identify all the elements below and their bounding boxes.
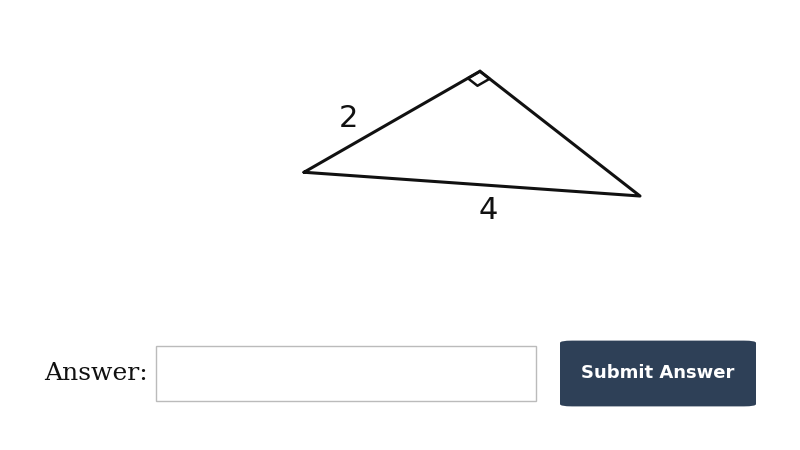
FancyBboxPatch shape — [560, 341, 756, 406]
Text: 4: 4 — [478, 196, 498, 225]
Text: Submit Answer: Submit Answer — [582, 364, 734, 382]
FancyBboxPatch shape — [156, 346, 536, 401]
Text: 2: 2 — [338, 104, 358, 133]
Text: Answer:: Answer: — [44, 362, 148, 385]
